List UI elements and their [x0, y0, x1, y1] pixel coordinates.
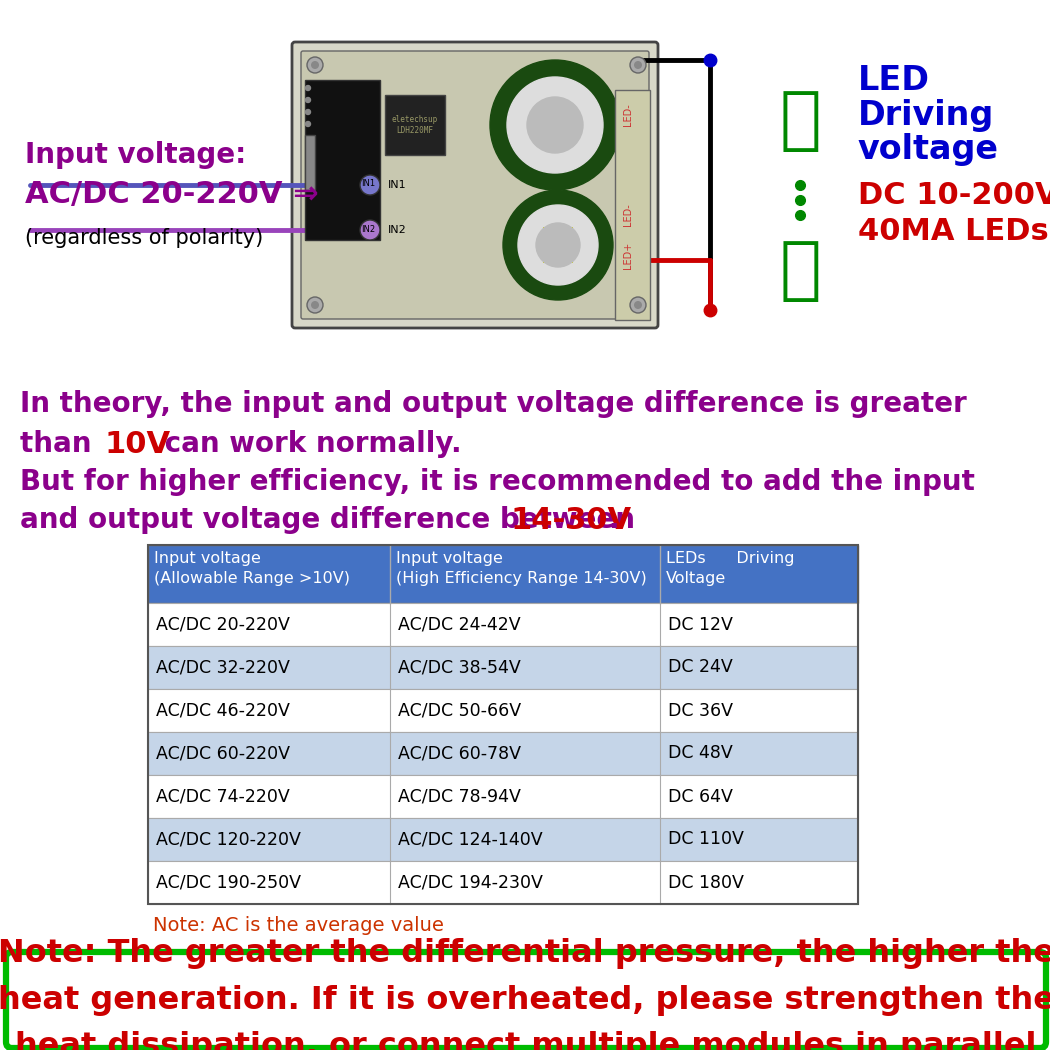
Circle shape [311, 301, 319, 309]
Circle shape [634, 61, 642, 69]
Text: IN2: IN2 [361, 225, 375, 233]
Circle shape [306, 122, 311, 126]
Circle shape [527, 97, 583, 153]
Bar [538, 103, 544, 147]
Bar [148, 732, 858, 775]
Circle shape [307, 297, 323, 313]
Text: In theory, the input and output voltage difference is greater: In theory, the input and output voltage … [20, 390, 967, 418]
Text: IN1: IN1 [388, 180, 406, 190]
Text: (High Efficiency Range 14-30V): (High Efficiency Range 14-30V) [396, 571, 647, 586]
Circle shape [306, 98, 311, 103]
Circle shape [503, 190, 613, 300]
Text: AC/DC 20-220V ⇒: AC/DC 20-220V ⇒ [25, 181, 318, 210]
Bar [148, 545, 858, 904]
Bar [385, 94, 445, 155]
Text: Input voltage:: Input voltage: [25, 141, 247, 169]
Text: DC 180V: DC 180V [668, 874, 743, 891]
Bar [543, 227, 549, 262]
Text: But for higher efficiency, it is recommended to add the input: But for higher efficiency, it is recomme… [20, 468, 974, 496]
Circle shape [311, 61, 319, 69]
Bar [304, 135, 315, 190]
Text: AC/DC 60-220V: AC/DC 60-220V [156, 744, 290, 762]
Text: 40MA LEDs: 40MA LEDs [858, 217, 1049, 247]
Text: 本: 本 [779, 86, 821, 153]
Text: Note: AC is the average value: Note: AC is the average value [153, 916, 444, 934]
Bar [567, 227, 573, 262]
Circle shape [630, 57, 646, 74]
Circle shape [306, 85, 311, 90]
Text: LED-: LED- [623, 204, 633, 227]
Bar [148, 603, 858, 646]
Text: AC/DC 38-54V: AC/DC 38-54V [398, 658, 521, 676]
Circle shape [490, 60, 620, 190]
Circle shape [507, 77, 603, 173]
Bar [552, 103, 558, 147]
Text: (Allowable Range >10V): (Allowable Range >10V) [154, 571, 350, 586]
Text: can work normally.: can work normally. [155, 430, 462, 458]
Text: Input voltage: Input voltage [396, 551, 503, 566]
Text: DC 48V: DC 48V [668, 744, 733, 762]
Text: LEDs      Driving: LEDs Driving [666, 551, 795, 566]
Text: AC/DC 120-220V: AC/DC 120-220V [156, 831, 301, 848]
Bar [148, 861, 858, 904]
Text: (regardless of polarity): (regardless of polarity) [25, 228, 264, 248]
Text: DC 36V: DC 36V [668, 701, 733, 719]
Text: DC 64V: DC 64V [668, 788, 733, 805]
Bar [148, 818, 858, 861]
Text: 10V: 10V [105, 430, 171, 459]
Text: AC/DC 194-230V: AC/DC 194-230V [398, 874, 543, 891]
Bar [148, 545, 858, 603]
Text: AC/DC 46-220V: AC/DC 46-220V [156, 701, 290, 719]
Circle shape [518, 205, 598, 285]
FancyBboxPatch shape [6, 952, 1046, 1048]
Text: AC/DC 60-78V: AC/DC 60-78V [398, 744, 521, 762]
Bar [555, 227, 561, 262]
Text: AC/DC 32-220V: AC/DC 32-220V [156, 658, 290, 676]
Circle shape [306, 109, 311, 114]
Text: .: . [608, 506, 618, 534]
Text: LED+: LED+ [623, 242, 633, 269]
Bar [304, 80, 380, 240]
Text: AC/DC 24-42V: AC/DC 24-42V [398, 615, 521, 633]
Text: DC 24V: DC 24V [668, 658, 733, 676]
Bar [148, 775, 858, 818]
Circle shape [634, 301, 642, 309]
Text: DC 10-200V: DC 10-200V [858, 181, 1050, 210]
Text: Note: The greater the differential pressure, the higher the
heat generation. If : Note: The greater the differential press… [0, 938, 1050, 1050]
Text: Input voltage: Input voltage [154, 551, 260, 566]
Text: DC 110V: DC 110V [668, 831, 743, 848]
Text: AC/DC 124-140V: AC/DC 124-140V [398, 831, 543, 848]
Text: eletechsup
LDH220MF: eletechsup LDH220MF [392, 116, 438, 134]
Text: Driving: Driving [858, 99, 994, 131]
Bar [566, 103, 572, 147]
Text: AC/DC 190-250V: AC/DC 190-250V [156, 874, 301, 891]
Text: LED: LED [858, 63, 930, 97]
Text: 14-30V: 14-30V [510, 506, 631, 536]
Text: AC/DC 78-94V: AC/DC 78-94V [398, 788, 521, 805]
Text: IN1: IN1 [361, 180, 375, 189]
Circle shape [307, 57, 323, 74]
Text: AC/DC 50-66V: AC/DC 50-66V [398, 701, 521, 719]
FancyBboxPatch shape [301, 51, 649, 319]
Text: Voltage: Voltage [666, 571, 727, 586]
Text: AC/DC 20-220V: AC/DC 20-220V [156, 615, 290, 633]
Text: LED-: LED- [623, 104, 633, 126]
FancyBboxPatch shape [292, 42, 658, 328]
Text: IN2: IN2 [388, 225, 406, 235]
Text: 本: 本 [779, 236, 821, 303]
Text: AC/DC 74-220V: AC/DC 74-220V [156, 788, 290, 805]
Text: and output voltage difference between: and output voltage difference between [20, 506, 645, 534]
Circle shape [360, 175, 380, 195]
Text: DC 12V: DC 12V [668, 615, 733, 633]
Circle shape [536, 223, 580, 267]
Circle shape [360, 220, 380, 240]
Text: than: than [20, 430, 101, 458]
Bar [148, 689, 858, 732]
Text: voltage: voltage [858, 133, 999, 167]
Circle shape [630, 297, 646, 313]
Bar [615, 90, 650, 320]
Bar [148, 646, 858, 689]
